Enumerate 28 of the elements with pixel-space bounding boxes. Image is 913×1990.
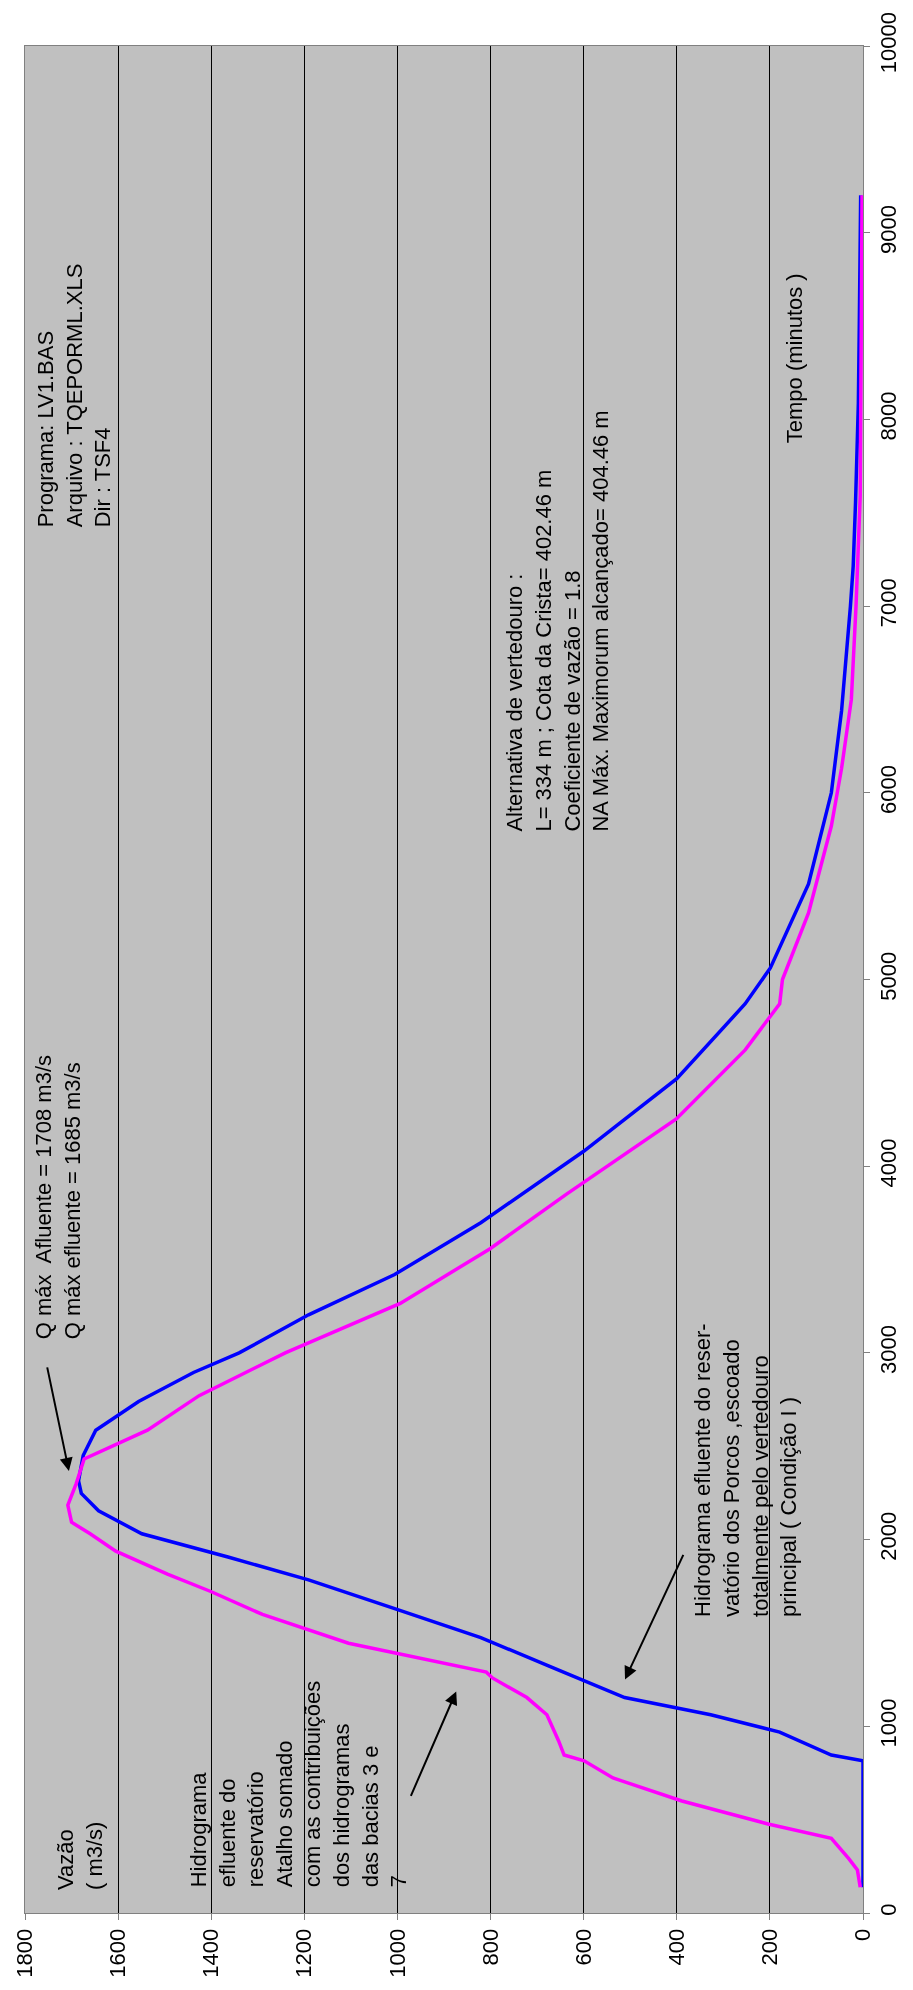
y-tick-label: 7000 xyxy=(876,578,902,628)
x-tick-label: 1000 xyxy=(384,1928,410,1978)
x-tick-label: 800 xyxy=(477,1928,503,1966)
y-tick-label: 6000 xyxy=(876,765,902,814)
y-tick-label: 4000 xyxy=(876,1138,902,1188)
y-tick-label: 5000 xyxy=(876,951,902,1001)
y-tick-label: 2000 xyxy=(876,1511,902,1561)
x-tick-label: 1200 xyxy=(291,1928,317,1978)
x-tick-label: 1400 xyxy=(198,1928,224,1978)
annotation: Hidrograma efluente do reservatório Atalho somado com as contribuições dos hidrogramas das bacias 3 e 7 xyxy=(186,1680,412,1888)
y-tick-label: 3000 xyxy=(876,1325,902,1375)
x-tick-label: 400 xyxy=(663,1928,689,1966)
x-tick-label: 200 xyxy=(757,1928,783,1966)
x-tick-label: 600 xyxy=(570,1928,596,1966)
annotation: Hidrograma efluente do reser- vatório dos Porcos ,escoado totalmente pelo vertedouro principal ( Condição I ) xyxy=(690,1323,802,1617)
y-tick-label: 0 xyxy=(876,1903,902,1916)
y-axis-title: Tempo (minutos ) xyxy=(782,273,808,444)
y-tick-label: 8000 xyxy=(876,391,902,441)
annotation: Alternativa de vertedouro : L= 334 m ; Cota da Crista= 402.46 m Coeficiente de vazão = 1.8 NA Máx. Maximorum alcançado= 404.46 m xyxy=(502,410,614,832)
y-tick-label: 9000 xyxy=(876,204,902,254)
annotation: Vazão ( m3/s) xyxy=(52,1821,107,1890)
x-tick-label: 0 xyxy=(850,1928,876,1942)
annotation: Q máx Afluente = 1708 m3/s Q máx efluente = 1685 m3/s xyxy=(31,1054,85,1340)
x-tick-label: 1600 xyxy=(105,1928,131,1978)
x-tick-label: 1800 xyxy=(12,1928,38,1978)
annotation: Programa: LV1.BAS Arquivo : TQEPORML.XLS Dir : TSF4 xyxy=(33,263,116,528)
y-tick-label: 1000 xyxy=(876,1698,902,1748)
y-tick-label: 10000 xyxy=(876,12,902,74)
